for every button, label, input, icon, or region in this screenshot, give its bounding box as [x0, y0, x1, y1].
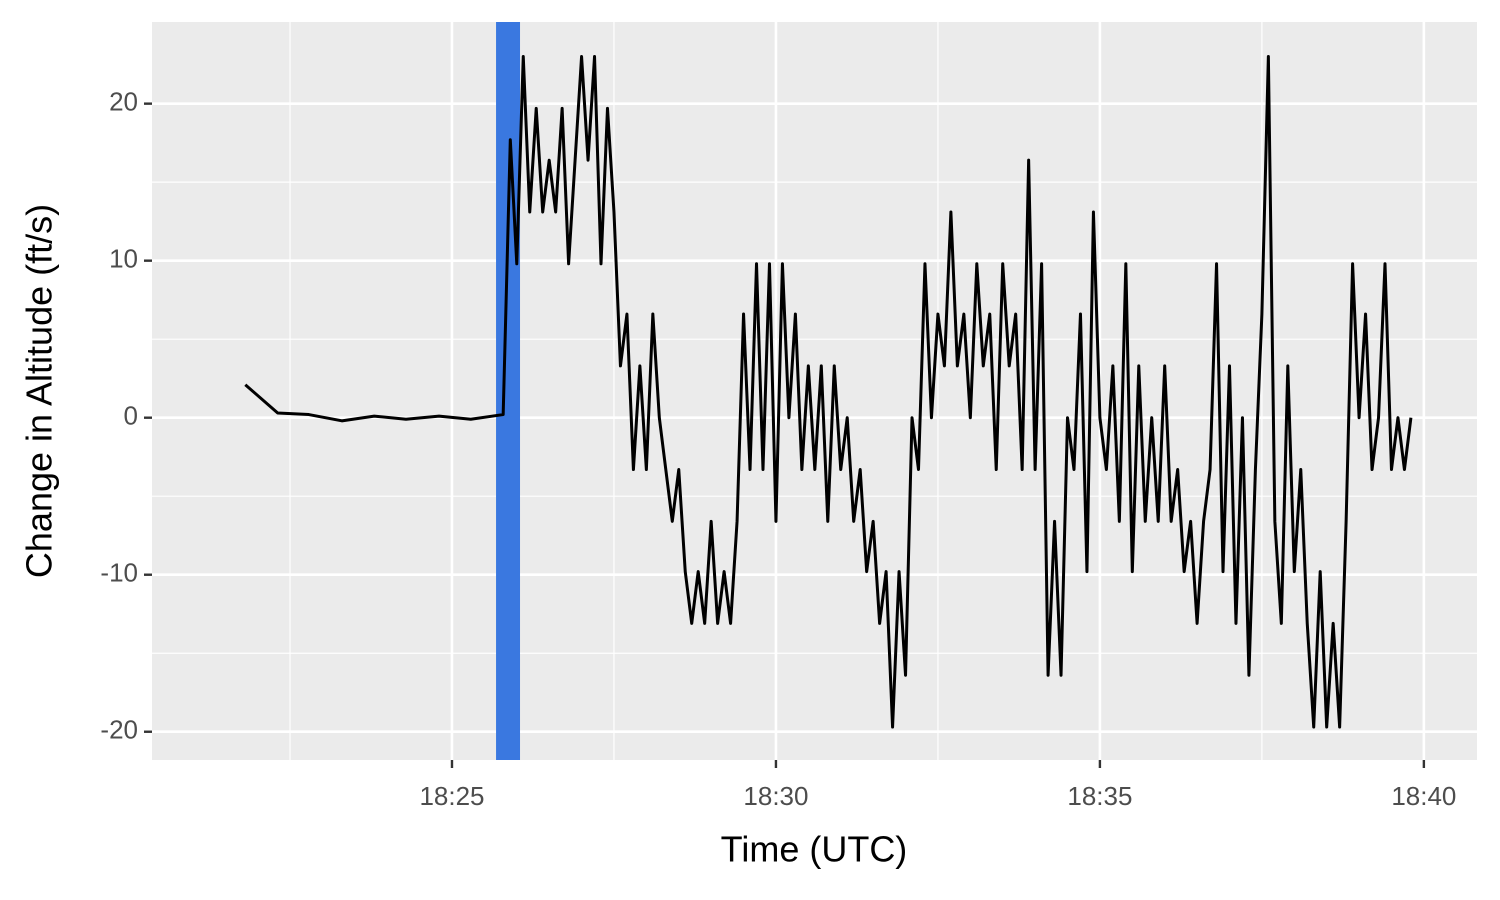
y-tick-label: 20 — [109, 87, 138, 117]
y-axis-title: Change in Altitude (ft/s) — [19, 204, 60, 578]
panel — [152, 22, 1477, 760]
x-tick-label: 18:30 — [743, 781, 808, 811]
y-tick-label: 10 — [109, 244, 138, 274]
x-tick-label: 18:35 — [1067, 781, 1132, 811]
y-tick-label: -10 — [100, 558, 138, 588]
y-tick-label: -20 — [100, 715, 138, 745]
highlight-band — [496, 22, 521, 760]
y-tick-label: 0 — [124, 401, 138, 431]
x-axis-title: Time (UTC) — [721, 829, 908, 870]
x-tick-label: 18:25 — [419, 781, 484, 811]
data-line — [244, 55, 1413, 729]
x-tick-label: 18:40 — [1391, 781, 1456, 811]
